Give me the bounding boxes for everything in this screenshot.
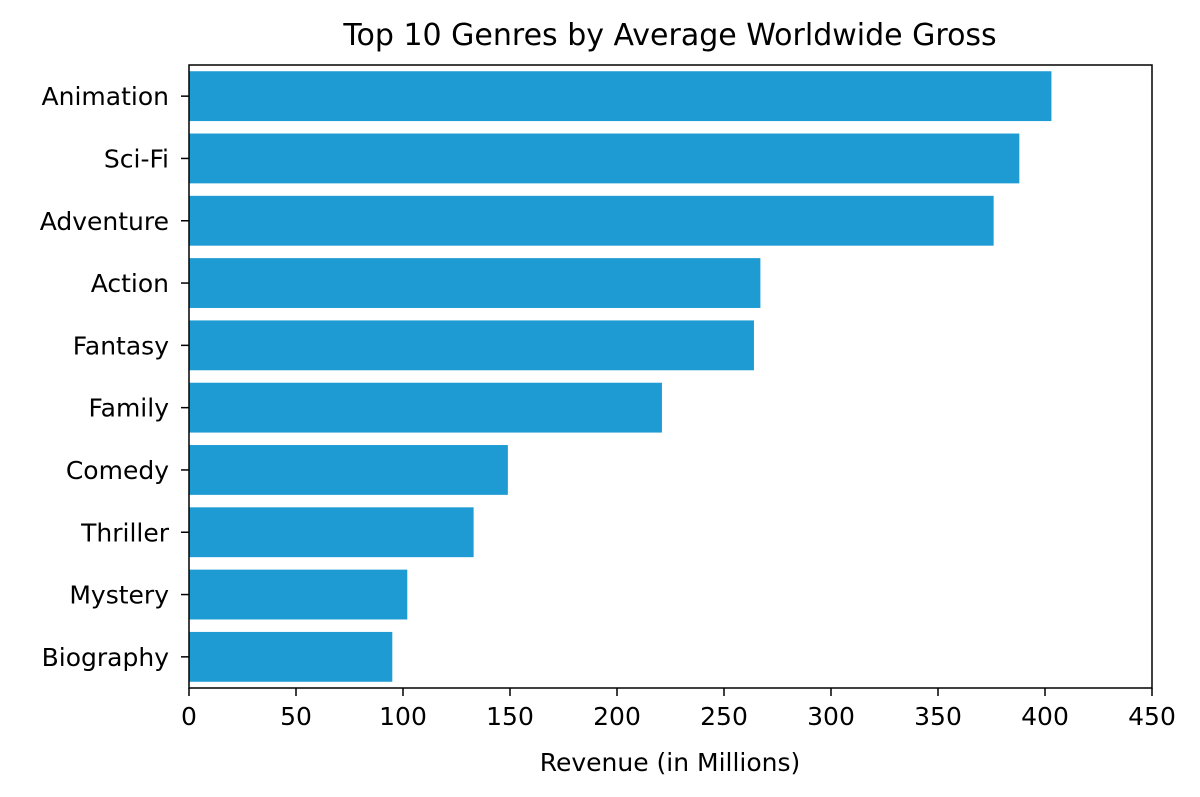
y-tick-label: Fantasy: [73, 331, 169, 360]
bar-fantasy: [189, 320, 754, 371]
y-tick-label: Animation: [42, 82, 169, 111]
y-tick-label: Family: [89, 394, 170, 423]
x-axis-ticks: 0 50 100 150 200 250 300 350 400 450: [181, 688, 1176, 731]
plot-frame: [188, 64, 1153, 689]
x-tick-label: 450: [1128, 702, 1176, 731]
x-tick-label: 150: [486, 702, 534, 731]
bar-sci-fi: [189, 133, 1020, 184]
bar-action: [189, 258, 761, 308]
bar-family: [189, 382, 662, 433]
y-tick-label: Biography: [42, 643, 170, 672]
bar-comedy: [189, 445, 508, 495]
y-axis-ticks: Animation Sci-Fi Adventure Action Fantasy Fam…: [40, 82, 189, 672]
x-tick-label: 200: [593, 702, 641, 731]
x-tick-label: 50: [280, 702, 312, 731]
y-tick-label: Sci-Fi: [104, 144, 169, 173]
y-tick-label: Action: [91, 269, 169, 298]
y-tick-label: Thriller: [80, 518, 170, 547]
bar-adventure: [189, 195, 994, 246]
bars-group: [189, 71, 1052, 682]
bar-biography: [189, 631, 393, 682]
x-tick-label: 0: [181, 702, 197, 731]
x-tick-label: 300: [807, 702, 855, 731]
x-tick-label: 250: [700, 702, 748, 731]
x-axis-label: Revenue (in Millions): [540, 748, 801, 777]
bar-animation: [189, 71, 1052, 122]
x-tick-label: 350: [914, 702, 962, 731]
chart-title: Top 10 Genres by Average Worldwide Gross: [342, 18, 996, 53]
y-tick-label: Mystery: [69, 581, 169, 610]
bar-mystery: [189, 569, 408, 620]
x-tick-label: 400: [1021, 702, 1069, 731]
bar-thriller: [189, 507, 474, 558]
y-tick-label: Adventure: [40, 207, 169, 236]
y-tick-label: Comedy: [66, 456, 169, 485]
x-tick-label: 100: [379, 702, 427, 731]
